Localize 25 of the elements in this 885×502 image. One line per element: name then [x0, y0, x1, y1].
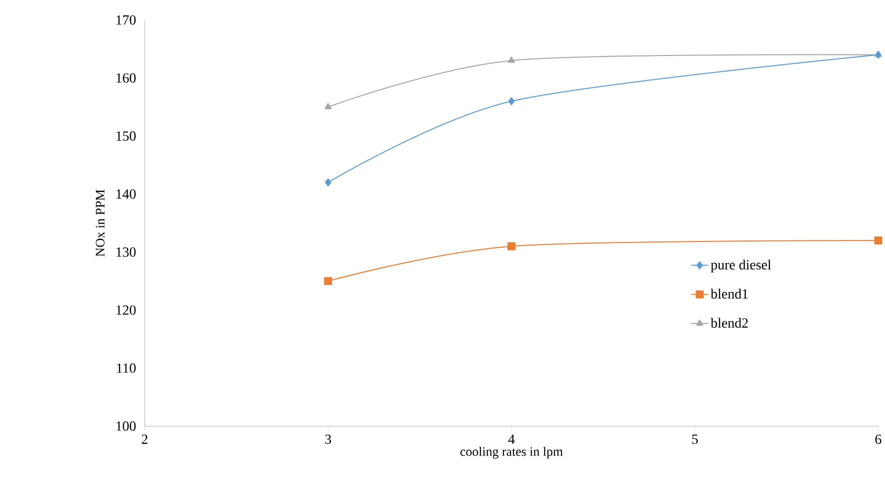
y-tick-label: 160: [116, 73, 136, 83]
y-tick-label: 140: [116, 189, 136, 199]
legend-label: blend1: [710, 288, 748, 299]
y-tick-label: 150: [116, 131, 136, 141]
x-tick-label: 5: [692, 434, 698, 444]
point: [324, 277, 332, 286]
x-axis-title: cooling rates in lpm: [460, 446, 563, 459]
point: [324, 103, 332, 110]
legend-label: pure diesel: [710, 260, 772, 272]
y-tick-label: 110: [117, 363, 136, 373]
y-tick-label: 100: [116, 421, 136, 431]
point: [324, 178, 332, 186]
y-tick-label: 130: [116, 247, 136, 257]
point: [874, 236, 882, 244]
x-tick-label: 2: [142, 434, 148, 444]
x-tick-label: 3: [325, 434, 332, 444]
x-tick-label: 6: [875, 434, 882, 444]
point: [507, 242, 516, 250]
y-axis-title: NOx in PPM: [96, 190, 105, 256]
legend-label: blend2: [710, 318, 748, 328]
point: [508, 56, 515, 63]
y-tick-label: 170: [116, 15, 136, 25]
point: [508, 97, 515, 106]
y-tick-label: 120: [116, 305, 136, 315]
x-tick-label: 4: [508, 434, 515, 444]
